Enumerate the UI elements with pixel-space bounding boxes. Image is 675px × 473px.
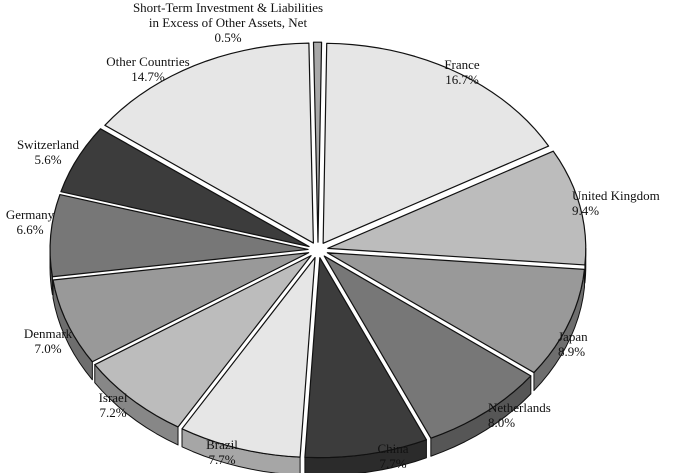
label-switzerland: Switzerland 5.6% <box>17 137 80 167</box>
pie-sides <box>49 247 587 473</box>
slice-japan <box>326 252 586 374</box>
pie-slices <box>49 41 587 459</box>
label-japan: Japan 8.9% <box>558 329 588 359</box>
label-name-france: France <box>444 57 480 72</box>
slice-israel <box>94 255 312 428</box>
label-value-short-term-investment-liabilities-in-excess-of-other-assets-net: 0.5% <box>214 30 241 45</box>
label-short-term-investment-liabilities-in-excess-of-other-assets-net: Short-Term Investment & Liabilities in Ex… <box>133 0 323 45</box>
label-netherlands: Netherlands 8.0% <box>488 400 551 430</box>
label-name-switzerland: Switzerland <box>17 137 80 152</box>
label-value-japan: 8.9% <box>558 344 585 359</box>
label-value-other-countries: 14.7% <box>131 69 165 84</box>
slice-china <box>304 257 428 459</box>
label-name-denmark: Denmark <box>24 326 73 341</box>
slice-switzerland <box>60 128 310 248</box>
label-name-china: China <box>377 441 408 456</box>
label-name-israel: Israel <box>99 390 128 405</box>
slice-germany <box>49 193 309 278</box>
label-name-united-kingdom: United Kingdom <box>572 188 660 203</box>
slice-brazil <box>181 256 316 458</box>
label-name-japan: Japan <box>558 329 588 344</box>
label-brazil: Brazil 7.7% <box>206 437 238 467</box>
label-value-france: 16.7% <box>445 72 479 87</box>
label-united-kingdom: United Kingdom 9.4% <box>572 188 660 218</box>
label-value-netherlands: 8.0% <box>488 415 515 430</box>
slice-united-kingdom <box>327 150 587 266</box>
label-germany: Germany 6.6% <box>6 207 55 237</box>
slice-denmark <box>52 252 310 363</box>
label-value-china: 7.7% <box>379 456 406 471</box>
label-value-brazil: 7.7% <box>208 452 235 467</box>
label-value-switzerland: 5.6% <box>34 152 61 167</box>
label-value-denmark: 7.0% <box>34 341 61 356</box>
label-china: China 7.7% <box>377 441 408 471</box>
label-name-germany: Germany <box>6 207 55 222</box>
slice-short-term-investment-liabilities-in-excess-of-other-assets-net <box>312 41 323 243</box>
slice-netherlands <box>323 255 532 439</box>
slice-france <box>322 42 550 244</box>
label-value-israel: 7.2% <box>99 405 126 420</box>
label-name-short-term-investment-liabilities-in-excess-of-other-assets-net: in Excess of Other Assets, Net <box>149 15 308 30</box>
label-israel: Israel 7.2% <box>99 390 128 420</box>
label-name-brazil: Brazil <box>206 437 238 452</box>
label-other-countries: Other Countries 14.7% <box>106 54 189 84</box>
pie-labels: Short-Term Investment & Liabilities in Ex… <box>6 0 660 471</box>
label-value-germany: 6.6% <box>16 222 43 237</box>
slice-other-countries <box>104 42 314 244</box>
label-name-short-term-investment-liabilities-in-excess-of-other-assets-net: Short-Term Investment & Liabilities <box>133 0 323 15</box>
label-name-netherlands: Netherlands <box>488 400 551 415</box>
label-france: France 16.7% <box>444 57 480 87</box>
label-value-united-kingdom: 9.4% <box>572 203 599 218</box>
label-name-other-countries: Other Countries <box>106 54 189 69</box>
label-denmark: Denmark 7.0% <box>24 326 73 356</box>
